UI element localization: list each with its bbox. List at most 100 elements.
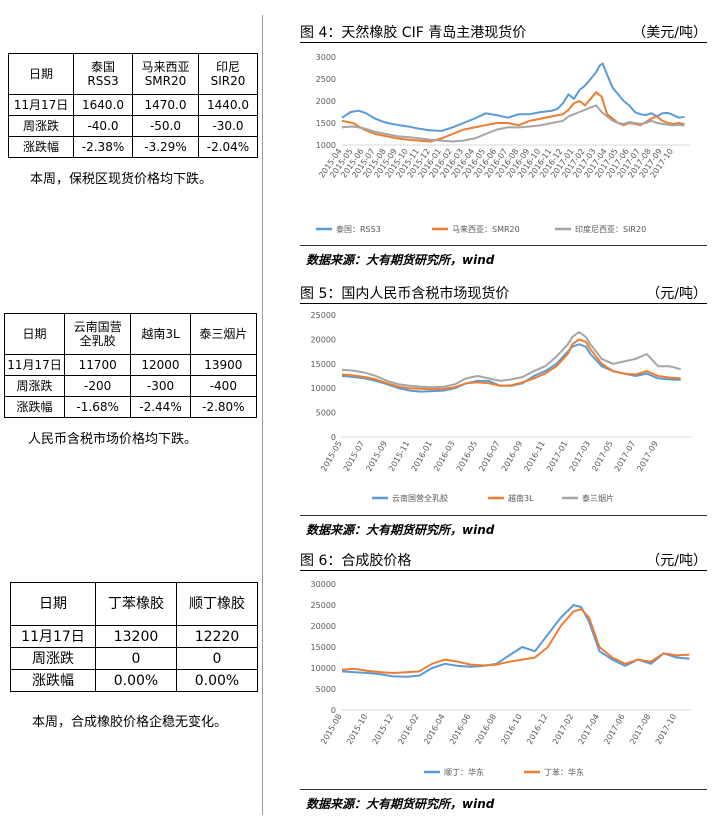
header-text: 丁苯橡胶 xyxy=(108,596,164,612)
x-tick-label: 2015-07 xyxy=(342,440,367,473)
table-cell: 12000 xyxy=(130,354,191,376)
y-tick-label: 10000 xyxy=(311,384,336,393)
header-text: 云南国营 xyxy=(73,320,122,334)
x-tick-label: 2017-02 xyxy=(551,713,576,746)
y-tick-label: 5000 xyxy=(316,409,336,418)
table1-note: 本周，保税区现货价格均下跌。 xyxy=(30,172,213,187)
figure-title: 图 6：合成胶价格 xyxy=(300,553,412,569)
table-cell: 11700 xyxy=(63,354,132,376)
header-text: 马来西亚 xyxy=(141,60,190,74)
figure-6: 图 6：合成胶价格 （元/吨） 数据来源：大有期货研究所，wind xyxy=(300,546,707,816)
header-text: 日期 xyxy=(28,67,53,81)
table-cell: 1640.0 xyxy=(72,94,134,116)
y-tick-label: 3000 xyxy=(316,53,336,62)
table-cell: 11月17日 xyxy=(10,625,96,648)
y-tick-label: 25000 xyxy=(311,311,336,320)
figure-title: 图 5：国内人民币含税市场现货价 xyxy=(300,286,510,302)
table-cell: 周涨跌 xyxy=(10,647,96,670)
legend-label: 泰国：RSS3 xyxy=(336,224,381,234)
table-cell: 周涨跌 xyxy=(8,115,74,137)
series-line xyxy=(341,62,685,132)
x-tick-label: 2017-10 xyxy=(654,713,679,746)
y-tick-label: 2000 xyxy=(316,97,336,106)
table-row: 涨跌幅 -1.68% -2.44% -2.80% xyxy=(4,396,258,418)
table-row: 11月17日 13200 12220 xyxy=(10,625,258,648)
table-header-row: 日期 丁苯橡胶 顺丁橡胶 xyxy=(10,582,258,626)
title-rule xyxy=(300,303,707,304)
table-cell: 11月17日 xyxy=(8,94,74,116)
figure-5: 图 5：国内人民币含税市场现货价 （元/吨） 数据来源：大有期货研究所，wind xyxy=(300,279,707,541)
table-row: 周涨跌 -200 -300 -400 xyxy=(4,375,258,397)
table-cell: 13900 xyxy=(189,354,258,376)
table-cell: -30.0 xyxy=(197,115,259,137)
x-tick-label: 2017-07 xyxy=(613,440,638,473)
header-cell: 泰国 RSS3 xyxy=(72,53,134,95)
table3-note: 本周，合成橡胶价格企稳无变化。 xyxy=(32,715,228,730)
y-tick-label: 15000 xyxy=(311,360,336,369)
table-cell: 11月17日 xyxy=(4,354,65,376)
x-tick-label: 2017-09 xyxy=(635,440,660,473)
x-tick-label: 2015-09 xyxy=(364,440,389,473)
table-domestic-rmb-price: 日期 云南国营 全乳胶 越南3L 泰三烟片 11月17日 11700 12000 … xyxy=(4,313,258,418)
table-row: 涨跌幅 0.00% 0.00% xyxy=(10,669,258,692)
header-text: 全乳胶 xyxy=(79,334,116,348)
chart-fig5: 05000100001500020000250002015-052015-072… xyxy=(311,311,692,503)
table-row: 11月17日 11700 12000 13900 xyxy=(4,354,258,376)
header-text: 泰三烟片 xyxy=(199,327,248,341)
table-cell: 涨跌幅 xyxy=(8,136,74,158)
x-tick-label: 2016-09 xyxy=(500,440,525,473)
header-text: 顺丁橡胶 xyxy=(189,596,245,612)
table-cell: 周涨跌 xyxy=(4,375,65,397)
table-cell: -400 xyxy=(189,375,258,397)
y-tick-label: 10000 xyxy=(311,664,336,673)
header-cell-date: 日期 xyxy=(8,53,74,95)
table-synthetic-rubber: 日期 丁苯橡胶 顺丁橡胶 11月17日 13200 12220 周涨跌 0 0 … xyxy=(10,582,258,692)
legend-label: 丁苯：华东 xyxy=(544,767,584,777)
x-tick-label: 2017-04 xyxy=(577,713,602,746)
y-tick-label: 0 xyxy=(331,706,336,715)
figure-unit: （元/吨） xyxy=(646,553,707,569)
data-source: 数据来源：大有期货研究所，wind xyxy=(306,797,495,811)
x-tick-label: 2017-06 xyxy=(602,713,627,746)
table-cell: -2.04% xyxy=(197,136,259,158)
table-cell: -50.0 xyxy=(132,115,199,137)
table-cell: -300 xyxy=(130,375,191,397)
y-tick-label: 15000 xyxy=(311,643,336,652)
source-rule xyxy=(300,245,707,246)
header-text: 日期 xyxy=(39,596,67,612)
x-tick-label: 2017-01 xyxy=(545,440,570,473)
table-cell: -40.0 xyxy=(72,115,134,137)
header-cell: 云南国营 全乳胶 xyxy=(63,313,132,355)
y-tick-label: 20000 xyxy=(311,335,336,344)
x-tick-label: 2015-11 xyxy=(387,440,412,473)
table-row: 涨跌幅 -2.38% -3.29% -2.04% xyxy=(8,136,259,158)
x-tick-label: 2016-02 xyxy=(396,713,421,746)
header-text: 印尼 xyxy=(215,60,240,74)
table-header-row: 日期 云南国营 全乳胶 越南3L 泰三烟片 xyxy=(4,313,258,355)
header-cell: 顺丁橡胶 xyxy=(176,582,258,626)
series-line xyxy=(341,338,681,391)
header-cell: 印尼 SIR20 xyxy=(197,53,259,95)
table-cell: 13200 xyxy=(95,625,177,648)
table-cell: -2.38% xyxy=(72,136,134,158)
table-cell: -3.29% xyxy=(132,136,199,158)
x-tick-label: 2016-03 xyxy=(432,440,457,473)
y-tick-label: 0 xyxy=(331,433,336,442)
table-cell: -200 xyxy=(63,375,132,397)
header-text: 泰国 xyxy=(91,60,116,74)
header-cell-date: 日期 xyxy=(4,313,65,355)
series-line xyxy=(341,331,681,389)
x-tick-label: 2015-12 xyxy=(371,713,396,746)
x-tick-label: 2015-08 xyxy=(319,713,344,746)
table-cell: -2.44% xyxy=(130,396,191,418)
chart-fig4: 100015002000250030002015-042015-052015-0… xyxy=(316,53,690,234)
y-tick-label: 1500 xyxy=(316,119,336,128)
table-cell: -1.68% xyxy=(63,396,132,418)
header-cell: 马来西亚 SMR20 xyxy=(132,53,199,95)
table-row: 周涨跌 -40.0 -50.0 -30.0 xyxy=(8,115,259,137)
header-cell: 越南3L xyxy=(130,313,191,355)
title-rule xyxy=(300,42,707,43)
table-cell: 涨跌幅 xyxy=(10,669,96,692)
header-text: SMR20 xyxy=(144,74,187,88)
y-tick-label: 2500 xyxy=(316,75,336,84)
